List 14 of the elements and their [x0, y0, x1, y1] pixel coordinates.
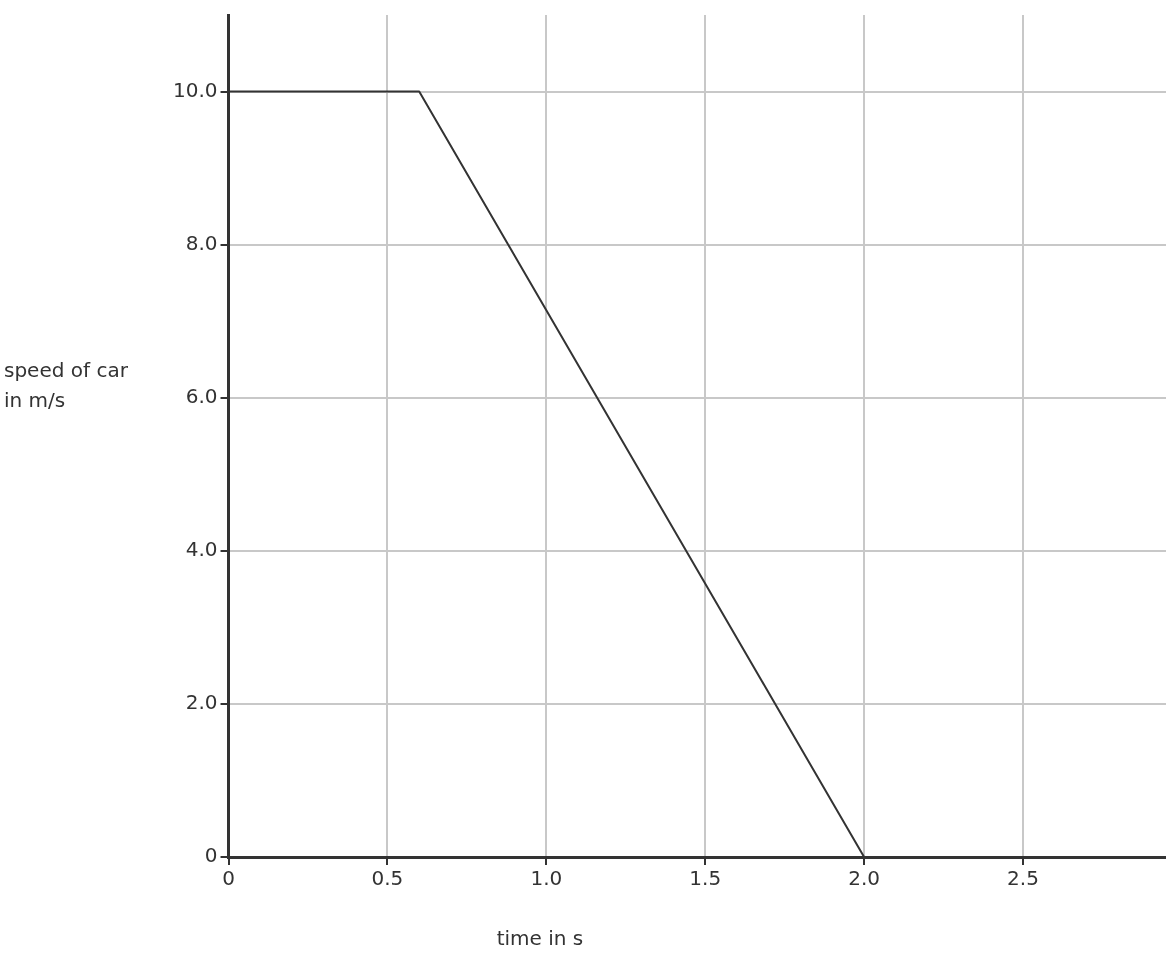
y-tick-label: 10.0: [173, 77, 218, 102]
y-tick-label: 4.0: [185, 537, 218, 562]
x-tick-label: 0.5: [371, 866, 404, 891]
x-tick-label: 0: [222, 866, 235, 891]
y-axis-title: speed of car in m/s: [4, 358, 129, 413]
x-axis-title: time in s: [496, 926, 584, 951]
x-tick-label: 2.0: [848, 866, 881, 891]
x-tick-label: 2.5: [1007, 866, 1039, 891]
x-tick-label: 1.5: [689, 866, 722, 891]
y-tick-label: 2.0: [185, 690, 218, 715]
y-tick-label: 8.0: [185, 230, 218, 255]
y-tick-label: 0: [204, 843, 218, 868]
x-tick-label: 1.0: [530, 866, 563, 891]
y-tick-label: 6.0: [185, 383, 218, 408]
